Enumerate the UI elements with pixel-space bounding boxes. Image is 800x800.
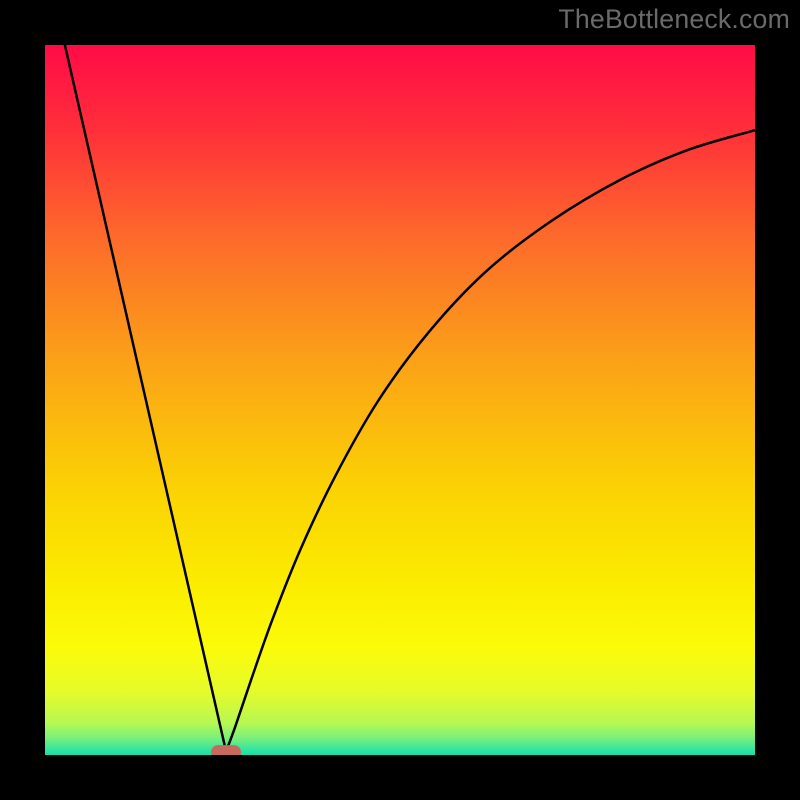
watermark-text: TheBottleneck.com xyxy=(558,4,790,34)
chart-container: TheBottleneck.com xyxy=(0,0,800,800)
bottleneck-chart xyxy=(0,0,800,800)
watermark-link[interactable]: TheBottleneck.com xyxy=(558,4,790,35)
chart-background-gradient xyxy=(45,45,755,755)
